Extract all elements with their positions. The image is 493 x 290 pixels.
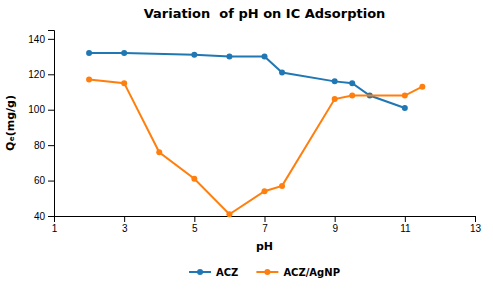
y-axis-line <box>48 31 55 217</box>
tick: 60 <box>34 175 54 186</box>
point <box>402 105 408 111</box>
point <box>191 52 197 58</box>
tick: 11 <box>400 216 411 234</box>
tick-mark <box>48 110 54 111</box>
tick-label: 13 <box>470 223 482 234</box>
tick-label: 3 <box>122 223 128 234</box>
point <box>121 50 127 56</box>
point <box>402 93 408 99</box>
tick-label: 60 <box>34 175 46 186</box>
legend: ACZ ACZ/AgNP <box>189 267 340 278</box>
tick: 120 <box>28 69 54 80</box>
legend-item: ACZ <box>189 267 238 278</box>
tick-mark <box>475 216 476 222</box>
tick-mark <box>48 181 54 182</box>
tick-mark <box>48 39 54 40</box>
tick-mark <box>48 216 54 217</box>
title: Variation of pH on IC Adsorption <box>144 6 386 21</box>
tick-label: 9 <box>332 223 338 234</box>
legend-label: ACZ <box>216 267 238 278</box>
tick: 40 <box>34 211 54 222</box>
tick-label: 5 <box>192 223 198 234</box>
plot: 135791113406080100120140 <box>28 31 481 235</box>
tick: 140 <box>28 34 54 45</box>
tick-label: 11 <box>400 223 411 234</box>
tick-mark <box>265 216 266 222</box>
series-points <box>86 77 425 218</box>
marks <box>86 50 425 217</box>
y-axis: 40 60 80 100 120 140 <box>28 31 54 222</box>
tick: 3 <box>122 216 128 234</box>
point <box>262 54 268 60</box>
series-line <box>89 53 405 108</box>
tick-mark <box>124 216 125 222</box>
legend-item: ACZ/AgNP <box>256 267 340 278</box>
tick-label: 7 <box>262 223 268 234</box>
legend-marker <box>197 269 203 275</box>
tick: 7 <box>262 216 268 234</box>
tick-label: 1 <box>52 223 58 234</box>
point <box>121 80 127 86</box>
tick-label: 140 <box>28 34 45 45</box>
legend-marker <box>264 269 270 275</box>
point <box>226 54 232 60</box>
tick: 100 <box>28 104 54 115</box>
tick-mark <box>405 216 406 222</box>
tick-label: 100 <box>28 104 45 115</box>
point <box>279 183 285 189</box>
point <box>332 96 338 102</box>
point <box>226 211 232 217</box>
tick-label: 40 <box>34 211 46 222</box>
y-axis-title: Qₑ(mg/g) <box>4 95 17 151</box>
x-axis-title: pH <box>256 240 273 253</box>
tick: 80 <box>34 140 54 151</box>
point <box>86 50 92 56</box>
point <box>156 149 162 155</box>
x-axis-line <box>55 217 476 223</box>
point <box>86 77 92 83</box>
x-axis: 135791113 <box>52 216 482 234</box>
point <box>349 93 355 99</box>
legend-label: ACZ/AgNP <box>283 267 340 278</box>
tick-mark <box>48 74 54 75</box>
tick-mark <box>335 216 336 222</box>
tick: 1 <box>52 216 58 234</box>
tick-mark <box>48 145 54 146</box>
tick-label: 80 <box>34 140 46 151</box>
series-line <box>89 80 422 215</box>
tick: 13 <box>470 216 482 234</box>
tick-mark <box>194 216 195 222</box>
tick-label: 120 <box>28 69 45 80</box>
tick: 5 <box>192 216 198 234</box>
chart: 135791113406080100120140Variation of pH … <box>0 0 493 290</box>
point <box>349 80 355 86</box>
point <box>419 84 425 90</box>
point <box>332 78 338 84</box>
tick: 9 <box>332 216 338 234</box>
point <box>279 70 285 76</box>
point <box>191 176 197 182</box>
point <box>262 188 268 194</box>
